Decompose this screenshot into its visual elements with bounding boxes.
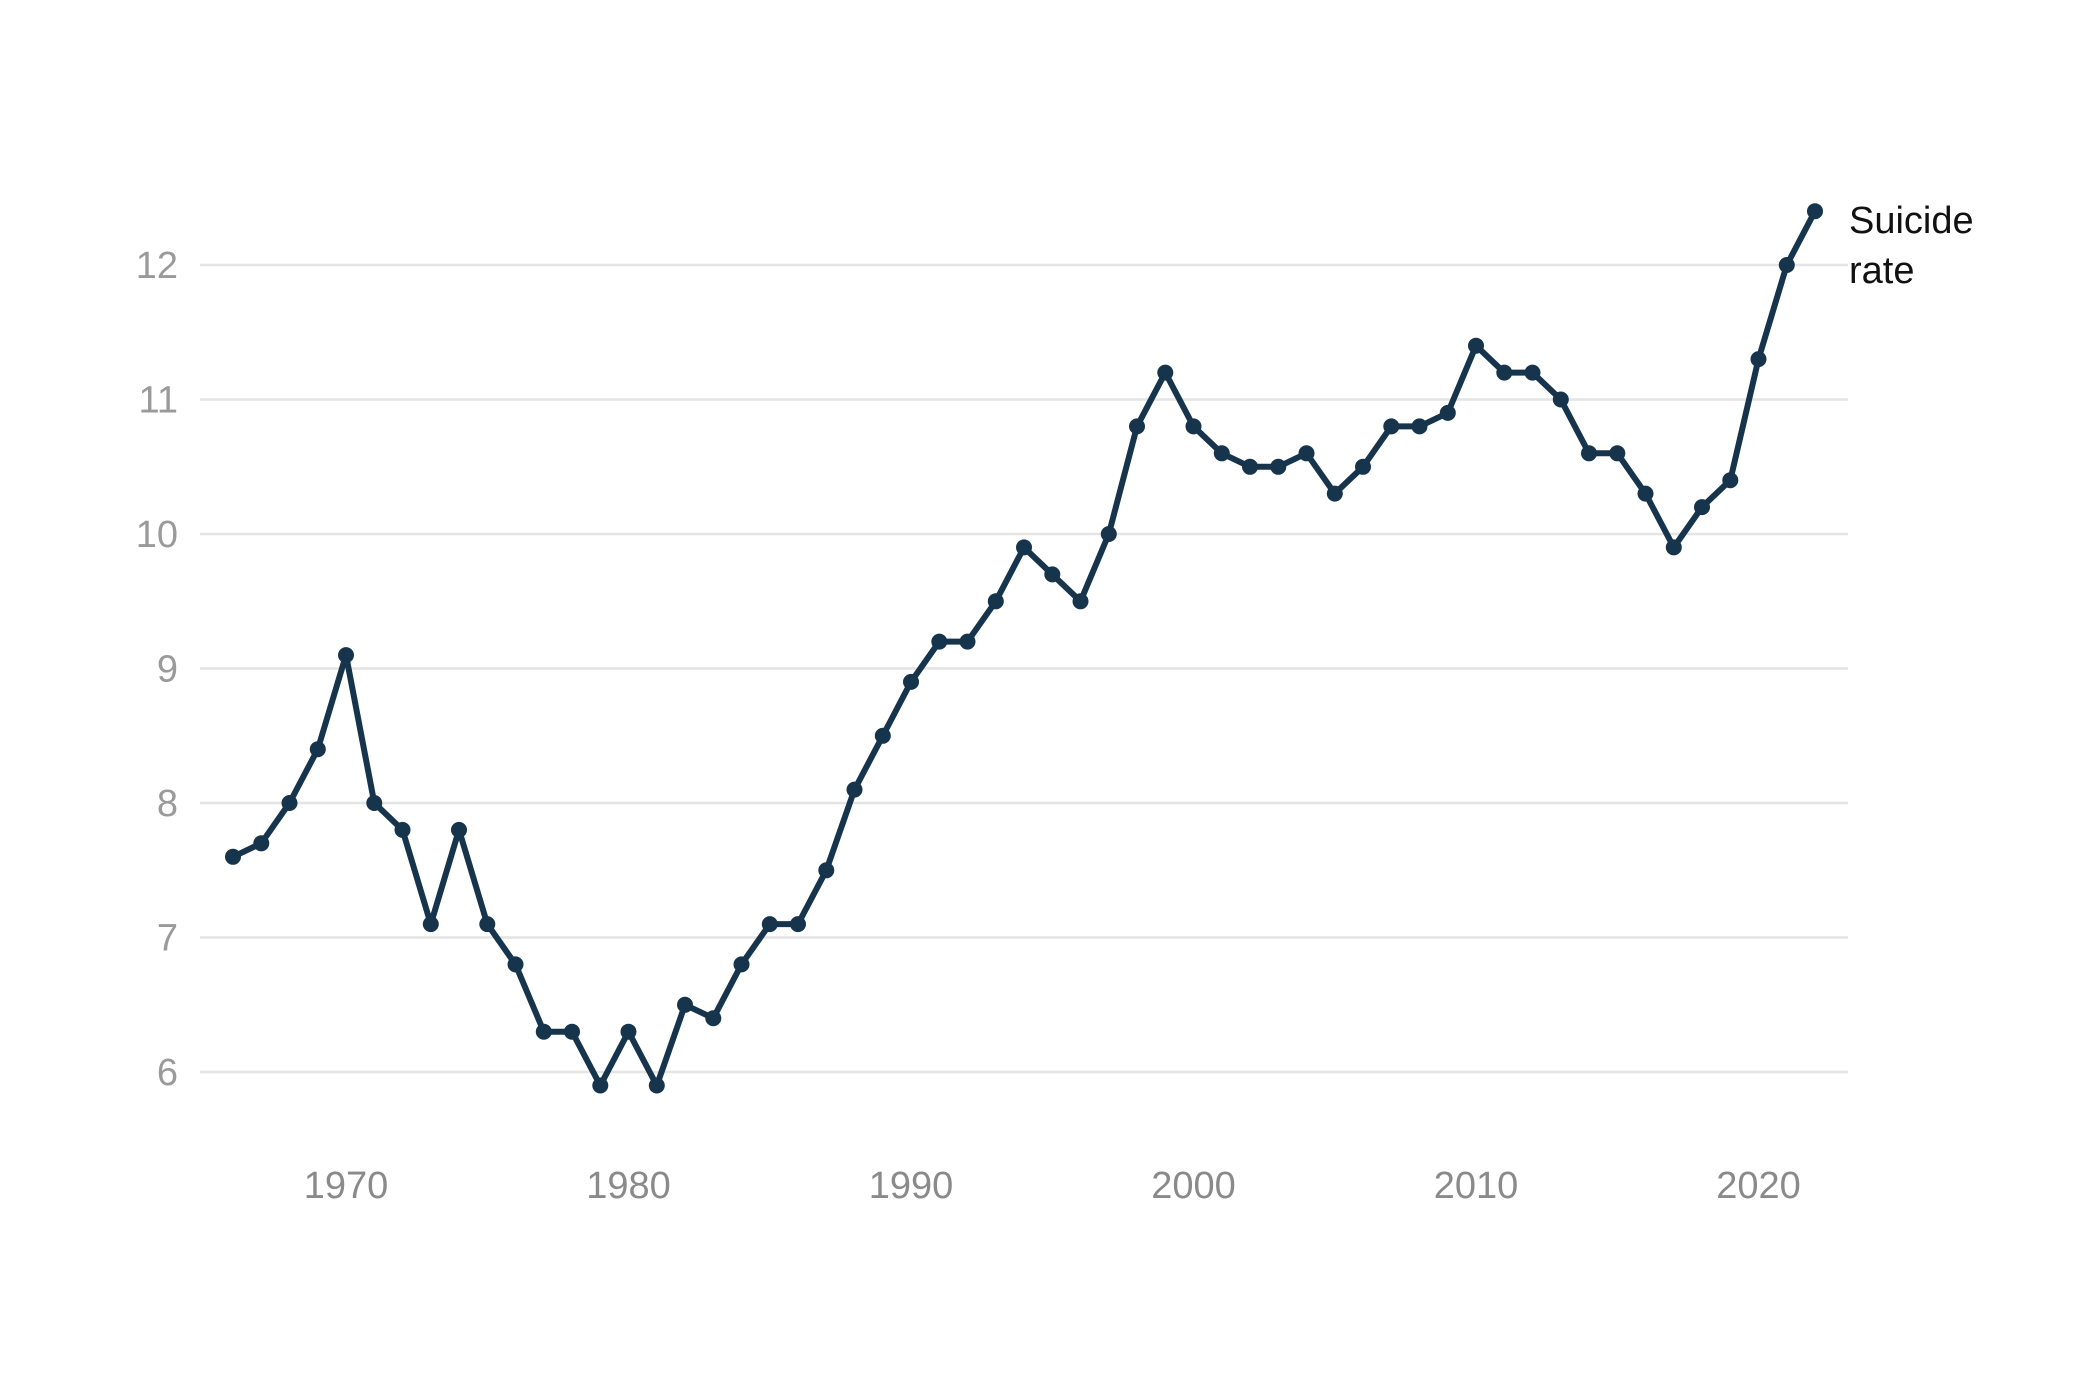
data-point-1994 (1016, 539, 1032, 556)
series-labels: Suicide rate (1849, 200, 1974, 292)
data-point-2020 (1750, 351, 1767, 368)
y-tick-label-11: 11 (139, 380, 178, 422)
data-point-1982 (677, 996, 693, 1013)
data-point-2018 (1694, 499, 1710, 516)
series-label-line-0: Suicide (1849, 200, 1974, 242)
data-point-1969 (309, 741, 326, 758)
series-line-0 (230, 208, 1818, 1089)
data-point-1978 (564, 1023, 580, 1040)
data-point-2010 (1468, 337, 1484, 354)
data-point-2011 (1496, 364, 1513, 381)
data-point-1979 (592, 1077, 609, 1094)
x-tick-label-1990: 1990 (869, 1165, 954, 1207)
data-point-2012 (1524, 364, 1541, 381)
data-point-1973 (422, 916, 439, 933)
data-point-1981 (648, 1077, 665, 1094)
data-point-1984 (733, 956, 750, 973)
data-point-2001 (1213, 445, 1230, 462)
data-point-1975 (479, 916, 496, 933)
data-point-2007 (1383, 418, 1400, 435)
data-point-1983 (705, 1010, 722, 1027)
data-point-1988 (846, 781, 863, 798)
data-point-1991 (931, 633, 948, 650)
data-point-2006 (1355, 458, 1371, 475)
data-point-2008 (1411, 418, 1428, 435)
data-point-2000 (1185, 418, 1202, 435)
data-point-2014 (1581, 445, 1597, 462)
data-point-2022 (1807, 203, 1823, 220)
data-point-2013 (1552, 391, 1569, 408)
y-tick-label-9: 9 (157, 649, 178, 691)
data-point-1980 (620, 1023, 637, 1040)
data-point-1977 (535, 1023, 552, 1040)
data-point-2005 (1326, 485, 1343, 502)
y-tick-label-8: 8 (157, 783, 178, 825)
data-point-2002 (1242, 458, 1258, 475)
data-point-1966 (225, 848, 241, 865)
data-point-1986 (790, 916, 806, 933)
gridlines (200, 263, 1848, 1074)
data-point-1999 (1157, 364, 1174, 381)
y-tick-label-10: 10 (136, 514, 178, 556)
x-tick-label-2010: 2010 (1434, 1165, 1519, 1207)
series-layer (225, 203, 1823, 1094)
data-point-1996 (1072, 593, 1089, 610)
y-tick-label-7: 7 (157, 918, 178, 960)
data-point-1985 (761, 916, 778, 933)
data-point-2009 (1439, 404, 1456, 421)
x-tick-label-1980: 1980 (586, 1165, 671, 1207)
data-point-1970 (338, 647, 354, 664)
x-tick-label-2000: 2000 (1151, 1165, 1236, 1207)
data-point-2019 (1722, 472, 1739, 489)
y-tick-label-12: 12 (136, 245, 178, 287)
data-point-1971 (366, 795, 383, 811)
data-point-1995 (1044, 566, 1061, 583)
x-axis-ticks: 1970 1980 1990 2000 2010 2020 (304, 1165, 1801, 1207)
data-point-1974 (451, 821, 467, 838)
y-tick-label-6: 6 (157, 1052, 178, 1094)
data-point-2015 (1609, 445, 1626, 462)
data-point-1987 (818, 862, 835, 879)
data-point-1976 (507, 956, 524, 973)
data-point-1968 (281, 795, 298, 811)
x-tick-label-2020: 2020 (1716, 1165, 1801, 1207)
data-point-1989 (874, 727, 891, 744)
series-label: Suicide rate (1849, 200, 1974, 292)
series-label-line-1: rate (1849, 250, 1914, 292)
data-point-1998 (1129, 418, 1145, 435)
data-point-2021 (1778, 257, 1795, 273)
data-point-2016 (1637, 485, 1654, 502)
data-point-2003 (1270, 458, 1287, 475)
x-tick-label-1970: 1970 (304, 1165, 389, 1207)
data-point-2017 (1665, 539, 1682, 556)
data-point-1990 (903, 673, 919, 690)
data-point-1992 (959, 633, 976, 650)
data-point-2004 (1298, 445, 1315, 462)
data-point-1993 (987, 593, 1004, 610)
data-point-1967 (253, 835, 270, 852)
data-point-1997 (1100, 526, 1117, 542)
data-point-1972 (394, 821, 411, 838)
y-axis-ticks: 6 7 8 9 10 11 12 (136, 245, 178, 1094)
